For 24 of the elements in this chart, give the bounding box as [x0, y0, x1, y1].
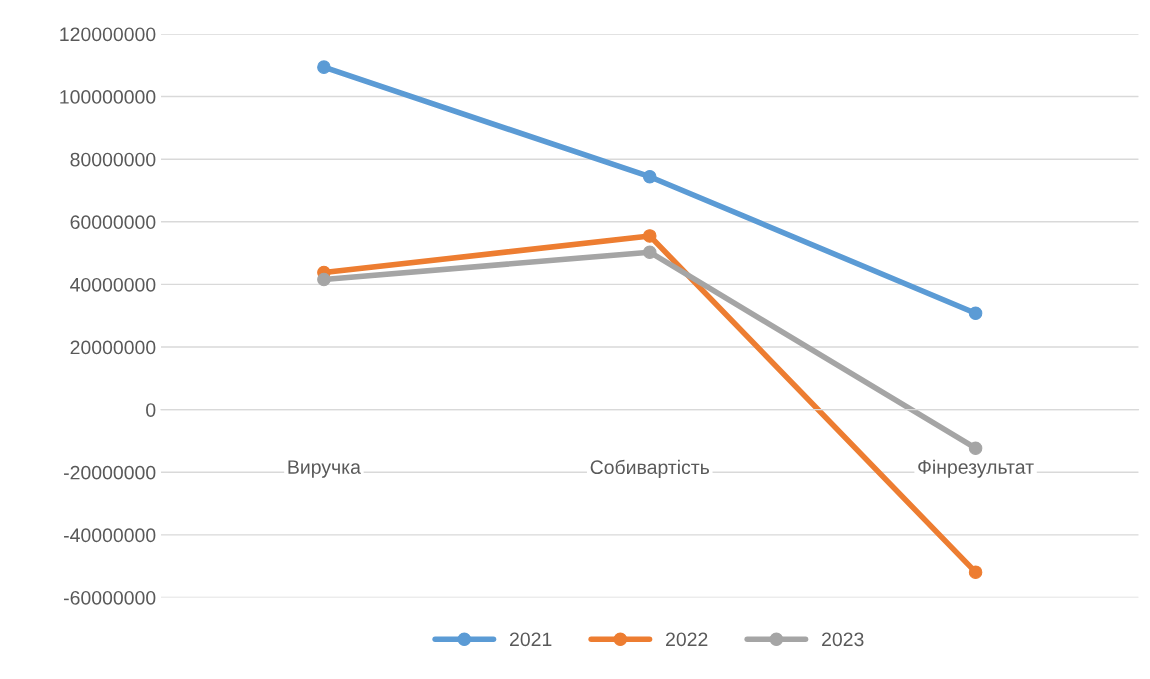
legend-label: 2022 [666, 632, 708, 647]
y-tick-label: 0 [146, 403, 156, 417]
y-tick-label: 60000000 [70, 215, 156, 230]
point [317, 272, 331, 287]
point [968, 565, 983, 579]
x-tick-label: Фінрезультат [918, 459, 1034, 478]
y-tick-label: 40000000 [70, 277, 156, 292]
point [642, 245, 657, 259]
y-tick-label: -20000000 [64, 465, 156, 480]
y-tick-label: 20000000 [70, 340, 156, 355]
point [642, 169, 657, 184]
x-tick-label: Собивартість [590, 459, 710, 478]
point [642, 229, 657, 243]
y-tick-label: 100000000 [60, 90, 156, 104]
x-tick-label: Виручка [288, 460, 361, 478]
point [968, 306, 983, 320]
y-tick-label: -40000000 [64, 528, 156, 543]
point [317, 60, 331, 74]
point [968, 441, 983, 455]
legend-label: 2021 [510, 632, 552, 647]
y-tick-label: -60000000 [64, 590, 156, 605]
legend-label: 2023 [822, 632, 864, 647]
y-tick-label: 80000000 [70, 152, 156, 167]
y-tick-label: 120000000 [60, 27, 156, 42]
